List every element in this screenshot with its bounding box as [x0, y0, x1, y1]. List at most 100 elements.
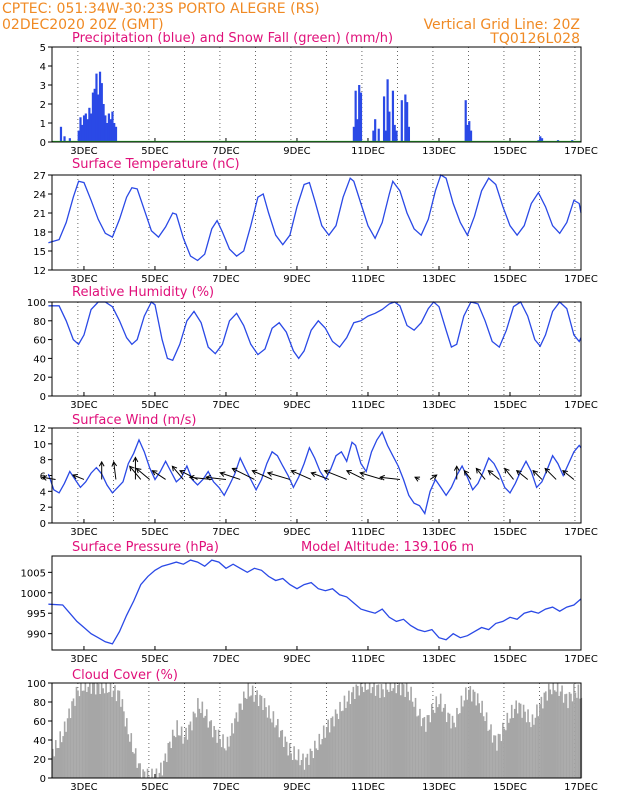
cloud-bar	[59, 731, 62, 778]
cloud-bar	[439, 693, 442, 778]
cloud-bar	[527, 709, 529, 778]
cloud-bar	[447, 712, 449, 778]
precip-bar	[106, 123, 109, 142]
y-tick-label: 4	[40, 62, 46, 73]
cloud-bar	[263, 698, 266, 778]
panel-frame	[51, 555, 582, 651]
cloud-bar	[463, 700, 466, 778]
cloud-bar	[382, 689, 384, 778]
precip-bar	[391, 90, 395, 142]
cloud-bar	[545, 691, 547, 778]
cloud-bar	[74, 705, 76, 778]
cloud-bar	[450, 728, 452, 778]
cloud-bar	[139, 763, 141, 778]
cloud-bar	[203, 717, 205, 778]
x-tick-label: 17DEC	[564, 274, 598, 285]
y-tick-label: 12	[33, 266, 46, 277]
cloud-bar	[62, 736, 64, 778]
chart-panel-2: Surface Temperature (nC) 12 15 18 21 24 27 3DEC…	[33, 157, 598, 285]
wind-arrowhead	[205, 474, 211, 481]
cloud-bar	[553, 690, 556, 778]
cloud-bar	[383, 697, 386, 778]
precip-bar	[539, 136, 542, 142]
cloud-bar	[266, 717, 269, 778]
cloud-bar	[547, 683, 550, 778]
panel-frame	[51, 301, 582, 397]
cloud-bar	[469, 686, 472, 778]
wind-vector	[42, 476, 56, 480]
cloud-bar	[171, 729, 174, 778]
cloud-bar	[308, 764, 310, 778]
cloud-bar	[351, 692, 353, 778]
cloud-bar	[279, 730, 282, 778]
x-tick-label: 9DEC	[283, 527, 310, 538]
cloud-bar	[407, 691, 409, 778]
x-tick-label: 9DEC	[283, 274, 310, 285]
cloud-bar	[232, 733, 235, 778]
panel-title: Surface Wind (m/s)	[72, 413, 196, 428]
cloud-bar	[272, 711, 275, 778]
cloud-bar	[288, 743, 291, 778]
precip-bar	[400, 100, 403, 142]
cloud-bar	[340, 711, 343, 778]
wind-vector	[360, 472, 383, 480]
y-tick-label: 1	[40, 119, 46, 130]
cloud-bar	[380, 684, 383, 778]
cloud-bar	[180, 726, 183, 778]
cloud-bar	[473, 691, 476, 778]
cloud-bar	[136, 767, 138, 778]
cloud-bar	[142, 769, 144, 778]
precip-bar	[388, 111, 391, 142]
cloud-bar	[429, 722, 432, 778]
wind-arrowhead	[266, 471, 273, 477]
cloud-bar	[528, 722, 531, 778]
cloud-bar	[146, 768, 149, 778]
cloud-bar	[309, 748, 312, 778]
cloud-bar	[436, 707, 439, 778]
panel-title: Precipitation (blue) and Snow Fall (gree…	[72, 31, 393, 46]
cloud-bar	[268, 705, 270, 778]
cloud-bar	[290, 753, 292, 778]
cloud-bar	[411, 701, 414, 778]
wind-arrowhead	[231, 467, 238, 473]
cloud-bar	[282, 747, 285, 778]
cloud-bar	[130, 733, 133, 778]
cloud-bar	[470, 701, 473, 778]
y-tick-label: 2	[40, 100, 46, 111]
cloud-bar	[570, 693, 572, 778]
cloud-bar	[185, 727, 187, 778]
cloud-bar	[114, 685, 116, 778]
cloud-bar	[170, 748, 173, 778]
cloud-bar	[516, 713, 519, 778]
cloud-bar	[482, 716, 485, 778]
x-tick-label: 17DEC	[564, 146, 598, 157]
wind-arrowhead	[188, 474, 195, 481]
cloud-bar	[234, 718, 236, 778]
cloud-bar	[128, 741, 131, 778]
cloud-bar	[198, 708, 201, 778]
cloud-bar	[325, 727, 328, 778]
y-tick-label: 80	[33, 317, 46, 328]
cloud-bar	[576, 697, 578, 778]
cloud-bar	[311, 750, 313, 778]
precip-bar	[97, 94, 100, 142]
cloud-bar	[158, 772, 161, 778]
cloud-bar	[395, 693, 398, 778]
precip-bar	[469, 130, 473, 142]
cloud-bar	[472, 689, 475, 778]
cloud-bar	[281, 729, 284, 778]
x-tick-label: 7DEC	[212, 400, 239, 411]
precip-bar	[114, 126, 118, 142]
y-tick-label: 0	[40, 774, 46, 785]
x-tick-label: 9DEC	[283, 782, 310, 793]
wind-arrowhead	[98, 460, 105, 467]
cloud-bar	[167, 742, 170, 778]
cloud-bar	[105, 683, 107, 778]
precip-bar	[59, 126, 63, 142]
x-tick-label: 9DEC	[283, 654, 310, 665]
x-tick-label: 13DEC	[422, 527, 456, 538]
cloud-bar	[205, 709, 208, 778]
y-tick-label: 21	[33, 209, 46, 220]
cloud-bar	[71, 701, 73, 778]
